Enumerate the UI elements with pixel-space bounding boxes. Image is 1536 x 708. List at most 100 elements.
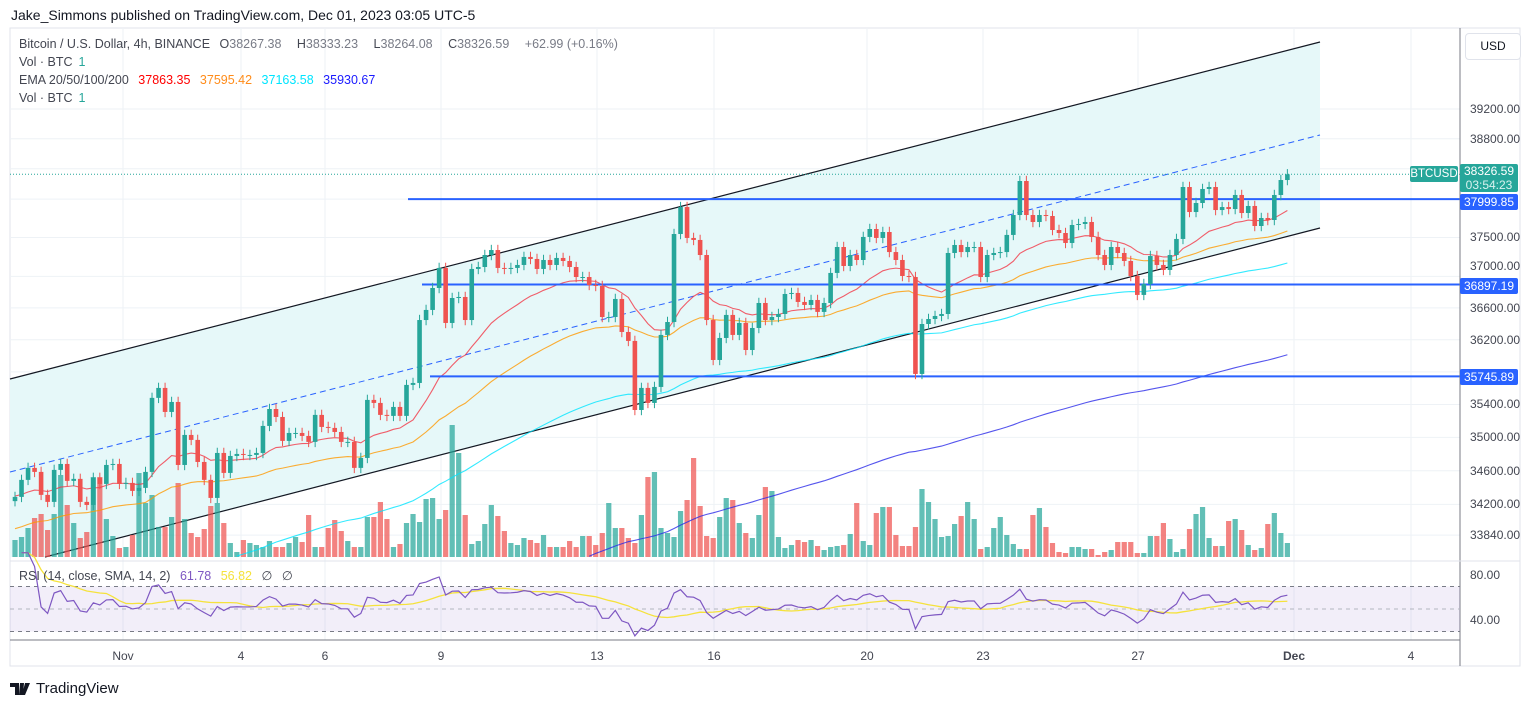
rsi-legend[interactable]: RSI (14, close, SMA, 14, 2) 61.78 56.82 … <box>19 568 299 583</box>
volume-bar <box>266 541 273 557</box>
channel-mid-line <box>9 134 1321 473</box>
volume-bar <box>488 505 494 557</box>
candle-body <box>104 464 109 484</box>
volume-bar <box>475 541 481 557</box>
volume-bar <box>358 547 364 557</box>
candle-body <box>1004 234 1010 253</box>
candle-body <box>658 334 664 387</box>
candle <box>671 228 677 328</box>
candle <box>1219 201 1225 216</box>
price-change: +62.99 (+0.16%) <box>524 37 618 51</box>
volume-bar <box>364 517 370 557</box>
candle <box>1056 224 1062 239</box>
candle <box>1037 209 1042 228</box>
volume-bar <box>958 516 964 557</box>
candle <box>665 316 670 341</box>
ema-label: EMA 20/50/100/200 <box>19 73 129 87</box>
candle <box>684 201 690 244</box>
candle-body <box>919 324 925 374</box>
candle <box>815 294 820 318</box>
candle <box>515 259 520 274</box>
candle-body <box>417 320 422 383</box>
tradingview-logo[interactable]: TradingView <box>10 680 119 697</box>
volume-bar <box>1082 549 1088 557</box>
candle <box>991 247 997 261</box>
candle-body <box>136 487 142 491</box>
volume-label: Vol · BTC <box>19 55 73 69</box>
price-tick: 35000.00 <box>1470 430 1521 445</box>
candle-body <box>847 255 853 266</box>
candle <box>808 294 814 311</box>
candle <box>932 310 938 325</box>
candle-body <box>665 322 670 335</box>
candle-body <box>710 320 716 360</box>
volume-bar <box>828 547 834 557</box>
candle <box>188 429 194 446</box>
candle <box>495 244 501 274</box>
symbol-name[interactable]: Bitcoin / U.S. Dollar, 4h, BINANCE <box>19 37 211 51</box>
candle-body <box>38 471 44 495</box>
candle <box>32 462 37 478</box>
candle <box>1108 241 1114 271</box>
volume-bar <box>1265 524 1271 557</box>
volume-bar <box>638 515 644 557</box>
volume-bar <box>1102 552 1108 557</box>
volume-bar <box>84 532 90 557</box>
volume-bar <box>227 543 233 557</box>
chart-frame <box>9 27 1521 667</box>
volume-legend-2[interactable]: Vol · BTC 1 <box>19 91 91 105</box>
candle <box>332 422 338 438</box>
volume-bar <box>1010 544 1016 557</box>
volume-bar <box>1213 546 1219 557</box>
volume-bar <box>273 547 279 557</box>
volume-bar <box>1167 539 1173 557</box>
volume-bar <box>247 543 253 557</box>
candle <box>710 314 716 366</box>
candle <box>365 394 370 464</box>
candle <box>143 466 148 494</box>
candle-body <box>214 452 220 498</box>
candle-body <box>808 299 814 305</box>
volume-bar <box>567 541 573 557</box>
volume-bar <box>723 498 729 557</box>
volume-bar <box>952 524 958 557</box>
volume-bar <box>38 514 44 557</box>
candle-body <box>175 401 181 465</box>
ema-legend[interactable]: EMA 20/50/100/200 37863.35 37595.42 3716… <box>19 73 381 87</box>
volume-bar <box>18 537 25 557</box>
last-price: 38326.59 <box>1463 164 1515 178</box>
candle-body <box>149 397 155 472</box>
candle-body <box>521 256 527 265</box>
volume-bar <box>684 500 690 557</box>
candle-body <box>619 298 625 332</box>
rsi-tick: 40.00 <box>1470 613 1501 627</box>
candle <box>534 253 540 275</box>
candle-body <box>697 239 703 256</box>
volume-bar <box>834 546 840 557</box>
candle-body <box>404 384 409 416</box>
volume-bar <box>123 547 129 557</box>
candle-body <box>913 277 918 374</box>
ema20-line <box>14 210 1288 497</box>
volume-bar <box>377 502 383 557</box>
volume-bar <box>867 545 873 557</box>
candle-body <box>410 382 416 385</box>
volume-bar <box>645 477 651 557</box>
candle-body <box>645 387 651 403</box>
volume-legend-1[interactable]: Vol · BTC 1 <box>19 55 91 69</box>
candle-body <box>691 237 696 240</box>
volume-bar <box>919 489 925 557</box>
ohlc-open: O38267.38 <box>219 37 282 51</box>
currency-button[interactable]: USD <box>1465 33 1521 60</box>
volume-bar <box>1062 553 1069 557</box>
ema100-line <box>236 262 1288 557</box>
last-price-tag: 38326.59 03:54:23 <box>1460 164 1518 192</box>
volume-bar <box>403 523 410 557</box>
candle <box>221 447 227 479</box>
candle-body <box>117 463 122 484</box>
candle <box>462 291 468 326</box>
volume-bar <box>671 537 677 557</box>
candle <box>306 430 311 448</box>
volume-bar <box>580 536 586 557</box>
